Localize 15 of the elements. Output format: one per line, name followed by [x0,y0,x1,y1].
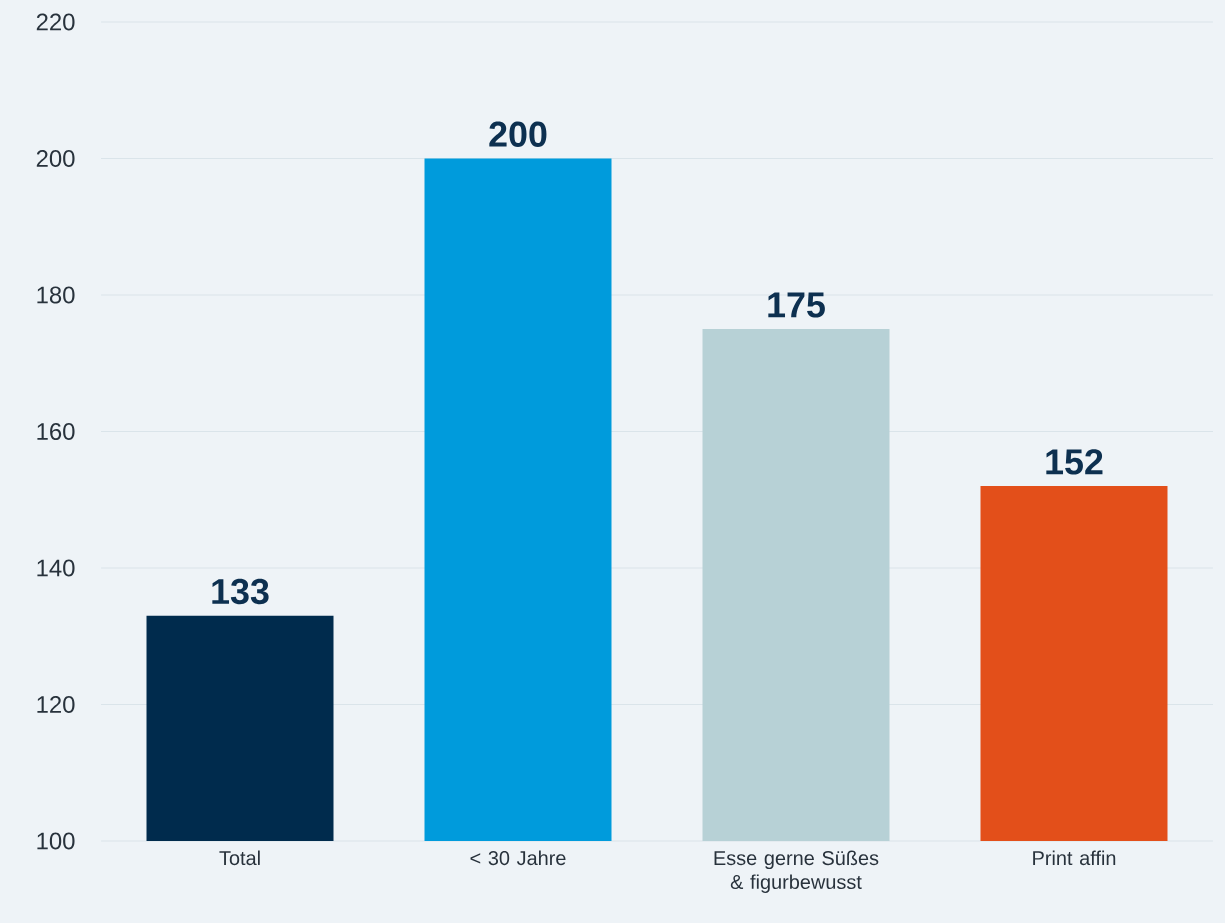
x-tick-label: Total [219,850,260,866]
x-tick-label: < 30 Jahre [470,850,566,866]
y-tick-label: 220 [36,13,75,31]
y-tick-label: 100 [37,832,75,850]
y-tick-label: 200 [36,150,75,167]
x-tick-label: Print affin [1033,850,1116,866]
data-label: 200 [489,121,547,147]
y-tick-label: 180 [37,286,75,304]
x-tick-label: Esse gerne Süßes & figurbewusst [714,850,879,893]
y-tick-label: 140 [37,559,75,577]
data-label: 133 [212,578,269,605]
data-label: 152 [1046,449,1103,475]
y-tick-label: 160 [37,423,75,440]
y-tick-label: 120 [37,696,75,713]
data-label: 175 [768,292,825,318]
